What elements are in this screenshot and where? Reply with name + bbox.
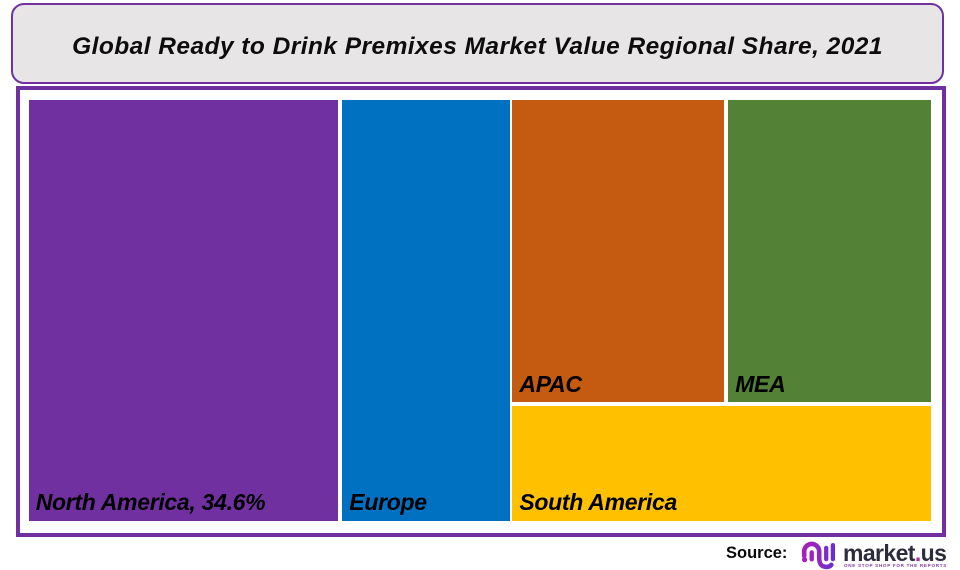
source-row: Source: market.us ONE STOP SHOP FOR THE … [0,536,960,570]
treemap-tile-mea[interactable]: MEA [728,100,931,403]
brand-tagline: ONE STOP SHOP FOR THE REPORTS [844,562,948,568]
tile-label-north-america: North America, 34.6% [35,489,266,516]
treemap-chart: North America, 34.6% Europe APAC MEA Sou… [15,85,946,537]
treemap-tile-south-america[interactable]: South America [512,405,931,521]
chart-title-box: Global Ready to Drink Premixes Market Va… [11,3,944,84]
brand-tld: us [920,540,947,567]
brand-name: market [843,540,915,567]
tile-label-south-america: South America [519,489,677,516]
market-us-logo-icon [801,541,836,570]
treemap-tile-apac[interactable]: APAC [512,100,725,403]
brand-dot: . [914,540,921,567]
treemap-plot-area: North America, 34.6% Europe APAC MEA Sou… [20,90,943,533]
tile-label-mea: MEA [735,370,786,397]
tile-label-europe: Europe [349,489,427,516]
treemap-tile-north-america[interactable]: North America, 34.6% [28,100,339,521]
source-label: Source: [726,543,788,562]
chart-title: Global Ready to Drink Premixes Market Va… [72,33,883,60]
treemap-tile-europe[interactable]: Europe [342,100,510,521]
brand-wordmark: market.us [843,540,947,567]
tile-label-apac: APAC [519,370,582,397]
